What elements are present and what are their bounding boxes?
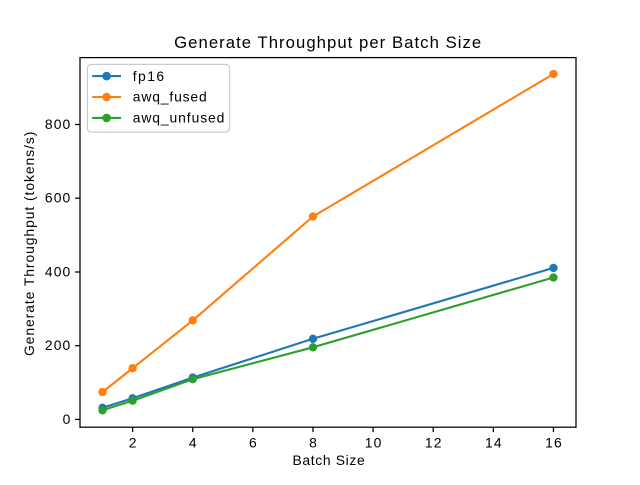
svg-text:600: 600 bbox=[45, 190, 71, 206]
svg-text:10: 10 bbox=[365, 435, 383, 451]
svg-text:awq_unfused: awq_unfused bbox=[133, 110, 226, 126]
svg-text:Generate Throughput per Batch: Generate Throughput per Batch Size bbox=[174, 33, 482, 52]
svg-text:2: 2 bbox=[129, 435, 138, 451]
svg-text:Batch Size: Batch Size bbox=[292, 452, 365, 468]
svg-text:800: 800 bbox=[45, 116, 71, 132]
svg-text:6: 6 bbox=[249, 435, 258, 451]
svg-text:awq_fused: awq_fused bbox=[133, 89, 208, 105]
svg-text:0: 0 bbox=[63, 411, 72, 427]
svg-text:8: 8 bbox=[309, 435, 318, 451]
svg-text:16: 16 bbox=[545, 435, 563, 451]
svg-text:200: 200 bbox=[45, 337, 71, 353]
svg-text:12: 12 bbox=[425, 435, 443, 451]
svg-text:400: 400 bbox=[45, 263, 71, 279]
svg-text:4: 4 bbox=[189, 435, 198, 451]
svg-text:Generate Throughput (tokens/s): Generate Throughput (tokens/s) bbox=[21, 131, 37, 356]
svg-text:14: 14 bbox=[485, 435, 503, 451]
svg-text:fp16: fp16 bbox=[133, 68, 166, 84]
